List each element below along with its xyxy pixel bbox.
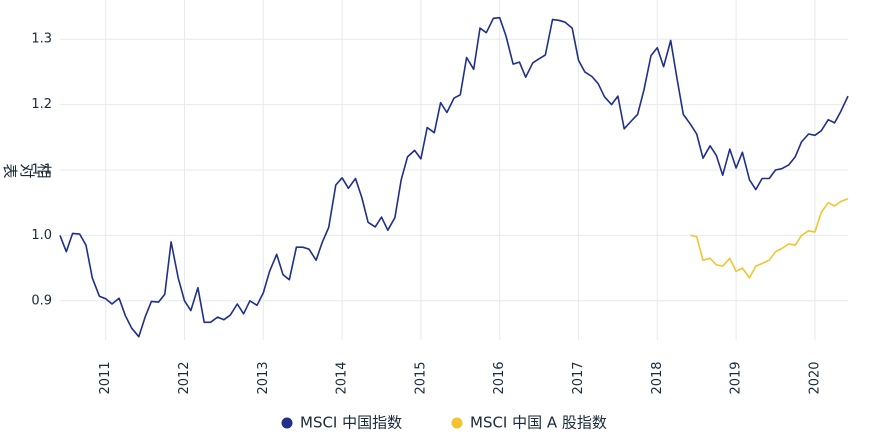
series-line	[59, 16, 849, 338]
y-axis-label: 相对表现	[0, 162, 52, 180]
x-tick-label: 2020	[807, 361, 822, 394]
y-tick-label: 1.1	[31, 163, 52, 178]
legend-label: MSCI 中国指数	[300, 414, 402, 432]
legend-marker	[451, 417, 463, 429]
y-tick-label: 0.9	[31, 293, 52, 308]
x-tick-label: 2015	[413, 361, 428, 394]
x-tick-label: 2012	[177, 361, 192, 394]
x-tick-label: 2018	[650, 361, 665, 394]
y-tick-label: 1.2	[31, 97, 52, 112]
x-tick-label: 2019	[729, 361, 744, 394]
legend-marker	[281, 417, 293, 429]
x-tick-label: 2011	[98, 361, 113, 394]
legend-label: MSCI 中国 A 股指数	[470, 414, 607, 432]
series-line	[690, 198, 849, 279]
y-tick-label: 1.0	[31, 228, 52, 243]
x-tick-label: 2014	[335, 361, 350, 394]
x-tick-label: 2013	[256, 361, 271, 394]
x-tick-label: 2017	[571, 361, 586, 394]
y-tick-label: 1.3	[31, 32, 52, 47]
x-tick-label: 2016	[492, 361, 507, 394]
